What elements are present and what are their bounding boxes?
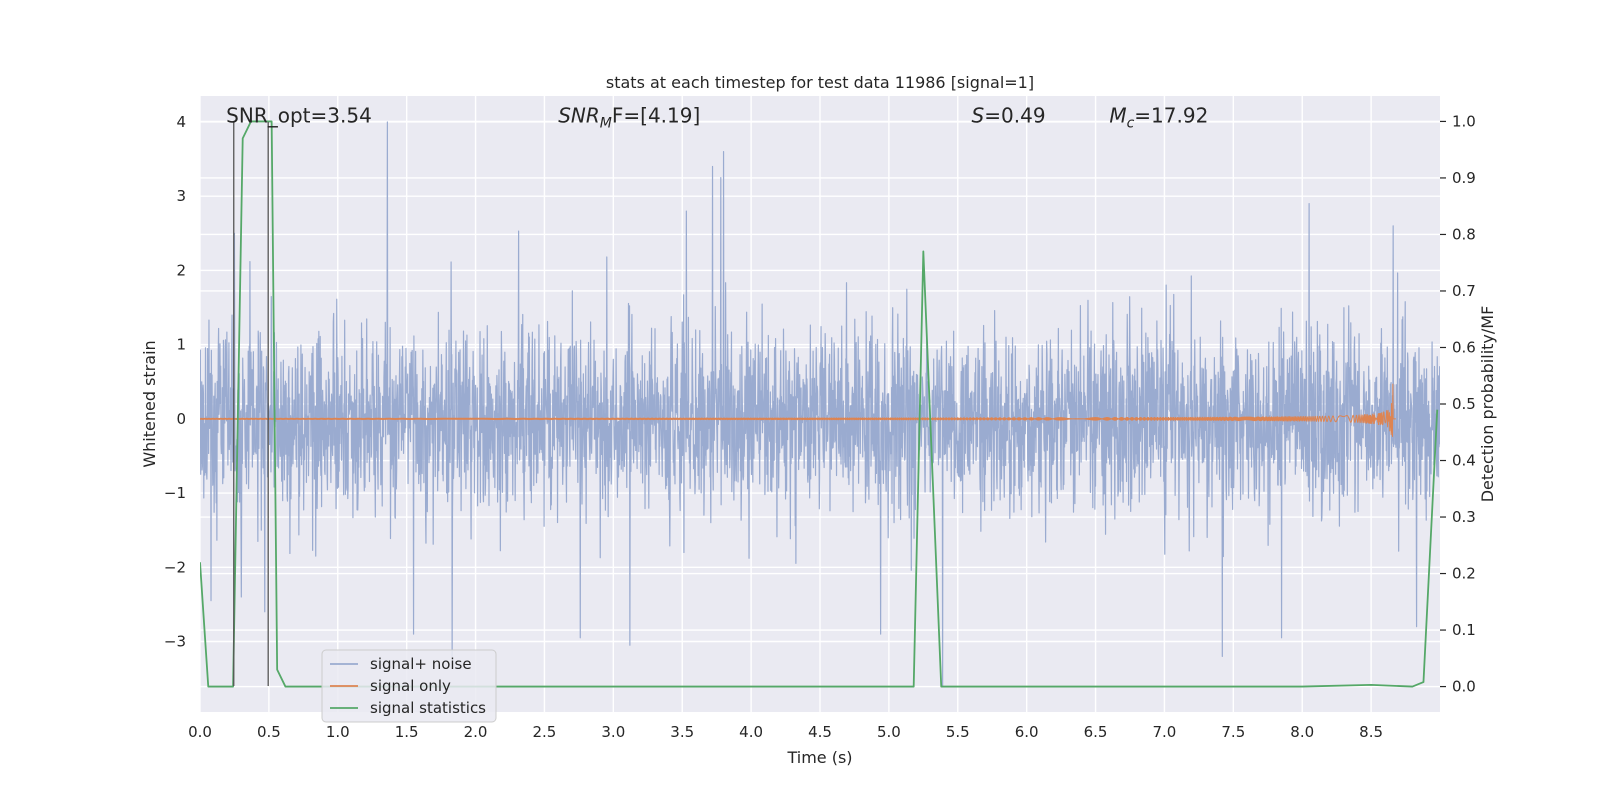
y-axis-label: Whitened strain — [140, 340, 159, 467]
x-axis-label: Time (s) — [786, 748, 852, 767]
right-tick-label-7: 0.7 — [1452, 282, 1476, 300]
annotation-3: Mc=17.92 — [1109, 104, 1208, 132]
legend: signal+ noise signal only signal statistic… — [321, 649, 497, 723]
x-tick-label-12: 6.0 — [1015, 723, 1039, 741]
x-tick-label-6: 3.0 — [601, 723, 625, 741]
x-tick-label-0: 0.0 — [188, 723, 212, 741]
annotation-1: SNRMF=[4.19] — [558, 104, 700, 132]
y-tick-label-1: −2 — [164, 558, 186, 576]
x-tick-label-3: 1.5 — [395, 723, 419, 741]
right-tick-label-6: 0.6 — [1452, 338, 1476, 356]
right-tick-label-5: 0.5 — [1452, 395, 1476, 413]
right-tick-labels: 0.0 0.1 0.2 0.3 0.4 0.5 0.6 0.7 0.8 0.9 1.0 — [1440, 112, 1476, 696]
y-tick-label-0: −3 — [164, 632, 186, 650]
legend-box — [321, 649, 497, 723]
y-tick-label-7: 4 — [176, 113, 186, 131]
right-tick-label-8: 0.8 — [1452, 225, 1476, 243]
right-tick-label-1: 0.1 — [1452, 621, 1476, 639]
chart-title: stats at each timestep for test data 119… — [606, 73, 1034, 92]
x-tick-label-16: 8.0 — [1290, 723, 1314, 741]
y-tick-label-3: 0 — [176, 410, 186, 428]
x-tick-label-7: 3.5 — [670, 723, 694, 741]
x-tick-label-9: 4.5 — [808, 723, 832, 741]
annotations: SNR_opt=3.54 SNRMF=[4.19] S=0.49 Mc=17.92 — [226, 104, 1208, 132]
vertical-markers — [233, 121, 269, 687]
right-tick-label-9: 0.9 — [1452, 169, 1476, 187]
series-layer — [200, 120, 1440, 688]
legend-label-0: signal+ noise — [370, 655, 472, 673]
x-tick-label-13: 6.5 — [1084, 723, 1108, 741]
x-tick-label-4: 2.0 — [464, 723, 488, 741]
y-tick-label-4: 1 — [176, 336, 186, 354]
annotation-2: S=0.49 — [972, 104, 1046, 128]
annotation-0: SNR_opt=3.54 — [226, 104, 372, 128]
legend-label-2: signal statistics — [370, 699, 486, 717]
y-axis-label-right: Detection probability/MF — [1478, 306, 1497, 503]
right-tick-label-3: 0.3 — [1452, 508, 1476, 526]
right-tick-label-2: 0.2 — [1452, 565, 1476, 583]
y-tick-label-6: 3 — [176, 187, 186, 205]
legend-label-1: signal only — [370, 677, 451, 695]
bottom-tick-labels: 0.0 0.5 1.0 1.5 2.0 2.5 3.0 3.5 4.0 4.5 5.0 5.5 6.0 6… — [188, 723, 1383, 741]
series-line-1 — [200, 383, 1397, 437]
x-tick-label-8: 4.0 — [739, 723, 763, 741]
y-tick-label-2: −1 — [164, 484, 186, 502]
y-tick-label-5: 2 — [176, 261, 186, 279]
x-tick-label-15: 7.5 — [1221, 723, 1245, 741]
x-tick-label-2: 1.0 — [326, 723, 350, 741]
x-tick-label-11: 5.5 — [946, 723, 970, 741]
right-tick-label-4: 0.4 — [1452, 452, 1476, 470]
x-tick-label-14: 7.0 — [1153, 723, 1177, 741]
x-tick-label-17: 8.5 — [1359, 723, 1383, 741]
x-tick-label-5: 2.5 — [533, 723, 557, 741]
x-tick-label-10: 5.0 — [877, 723, 901, 741]
left-tick-labels: −3 −2 −1 0 1 2 3 4 — [164, 113, 186, 651]
right-tick-label-0: 0.0 — [1452, 678, 1476, 696]
x-tick-label-1: 0.5 — [257, 723, 281, 741]
series-line-0 — [200, 121, 1440, 687]
right-tick-label-10: 1.0 — [1452, 112, 1476, 130]
series-line-2 — [200, 120, 1439, 688]
